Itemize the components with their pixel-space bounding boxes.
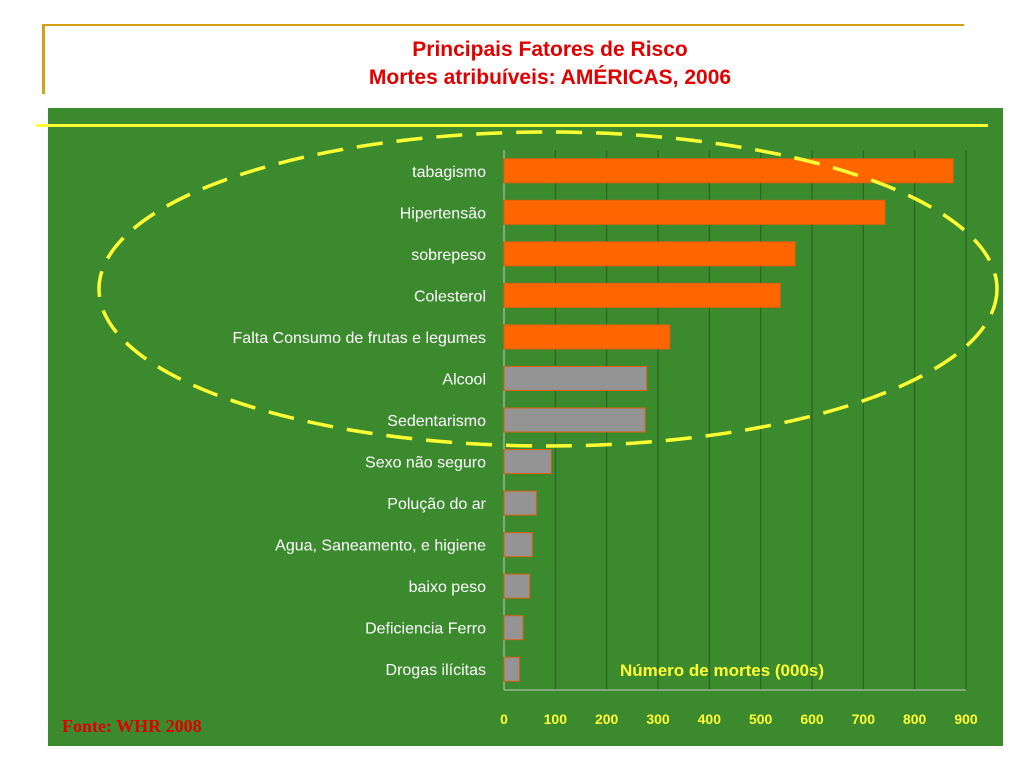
bar (503, 282, 781, 308)
frame-left-line (42, 24, 45, 94)
chart-subtitle: Mortes atribuíveis: AMÉRICAS, 2006 (368, 66, 732, 89)
bar (503, 158, 954, 184)
x-axis-label: Número de mortes (000s) (620, 661, 824, 680)
bar (503, 324, 671, 350)
bar (503, 532, 533, 558)
category-label: Polução do ar (387, 496, 486, 513)
category-label: Sedentarismo (387, 413, 486, 430)
x-tick-label: 400 (698, 711, 722, 727)
x-tick-label: 800 (903, 711, 927, 727)
category-label: tabagismo (412, 164, 486, 181)
bar (503, 449, 552, 475)
bar (503, 365, 648, 391)
source-note: Fonte: WHR 2008 (62, 716, 202, 736)
x-tick-label: 100 (544, 711, 568, 727)
bar (503, 615, 524, 641)
x-tick-label: 300 (646, 711, 670, 727)
category-label: Colesterol (414, 288, 486, 305)
x-tick-label: 0 (500, 711, 508, 727)
bar (503, 241, 796, 267)
highlight-ellipse (97, 130, 999, 448)
category-label: Alcool (442, 371, 486, 388)
bar (503, 490, 537, 516)
x-tick-label: 900 (954, 711, 978, 727)
bar (503, 656, 520, 682)
category-label: Hipertensão (400, 205, 486, 222)
separator-line (36, 124, 988, 127)
x-tick-label: 200 (595, 711, 619, 727)
chart-title: Principais Fatores de Risco (412, 38, 688, 61)
bar (503, 573, 531, 599)
category-label: Sexo não seguro (365, 455, 486, 472)
category-label: Falta Consumo de frutas e legumes (233, 330, 486, 347)
x-tick-label: 600 (800, 711, 824, 727)
bar (503, 199, 886, 225)
category-label: Drogas ilícitas (386, 662, 486, 679)
category-label: Agua, Saneamento, e higiene (275, 538, 486, 555)
frame-top-line (42, 24, 964, 26)
x-tick-label: 700 (852, 711, 876, 727)
bar (503, 407, 646, 433)
category-label: baixo peso (409, 579, 486, 596)
x-tick-label: 500 (749, 711, 773, 727)
category-label: sobrepeso (411, 247, 486, 264)
category-label: Deficiencia Ferro (365, 621, 486, 638)
